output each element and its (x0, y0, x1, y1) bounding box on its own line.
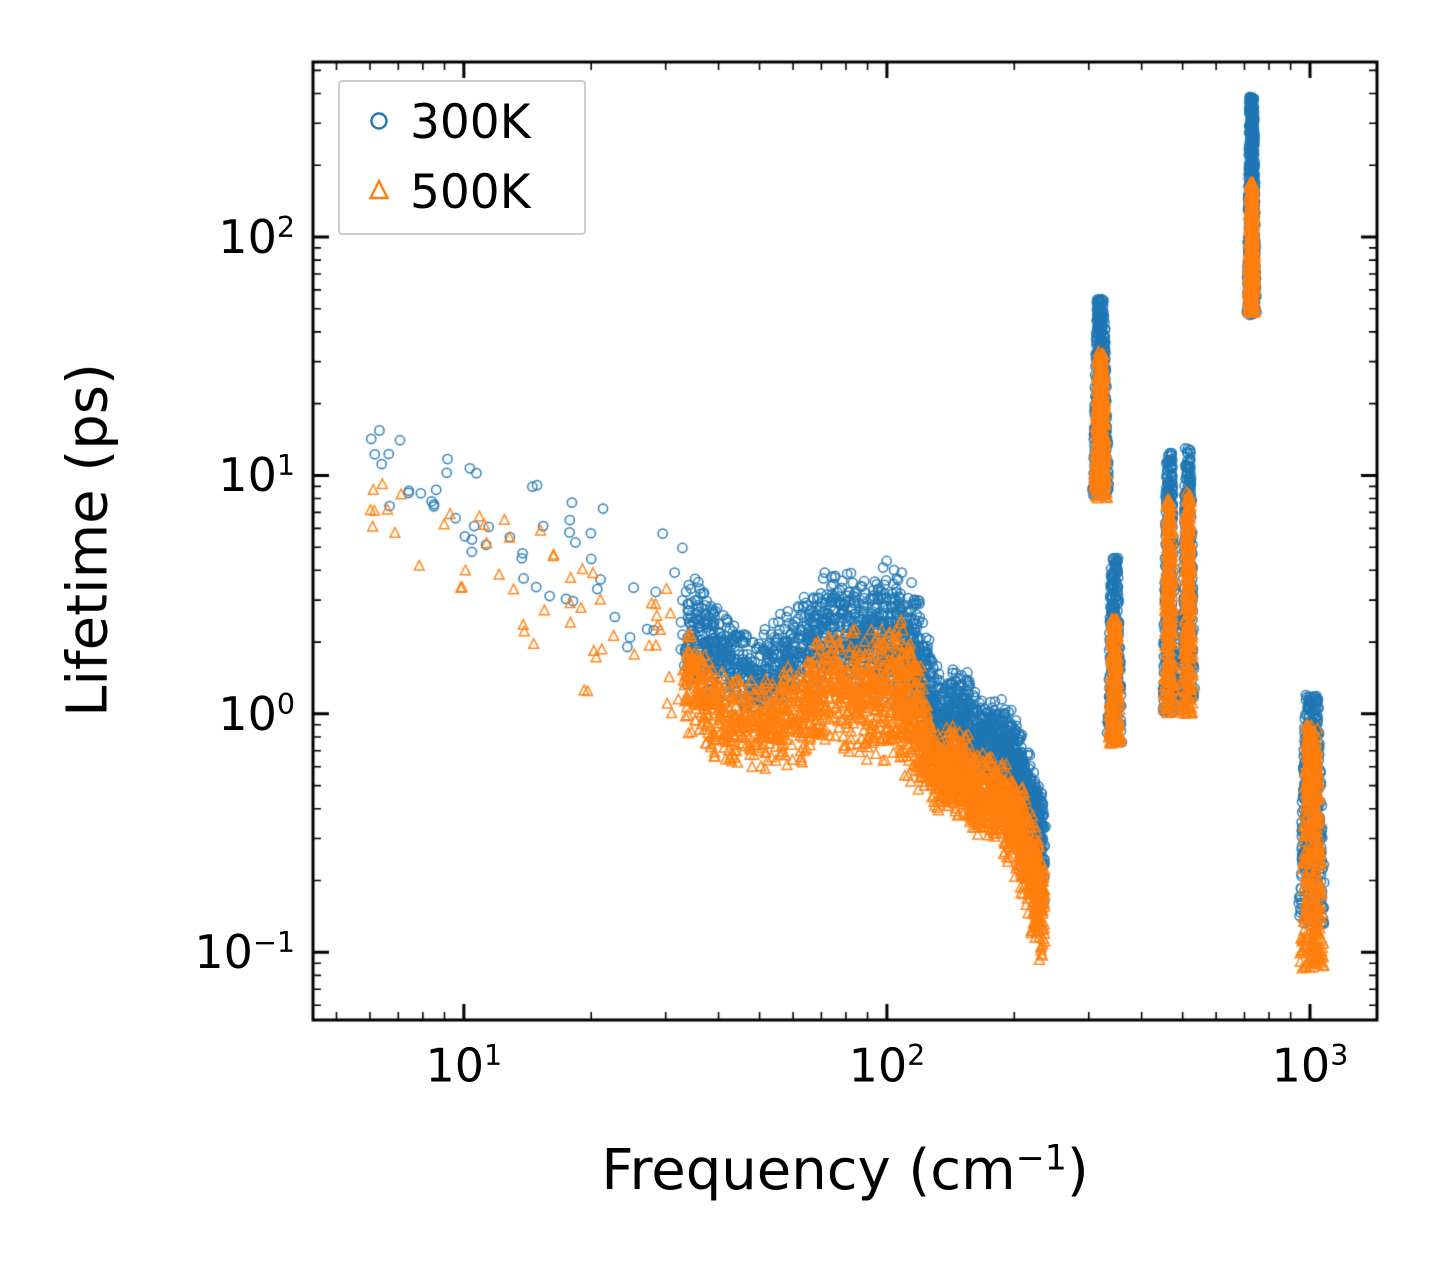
triangle-marker-icon (366, 177, 392, 207)
legend-entry-300K: 300K (340, 99, 584, 146)
y-tick-label: 100 (218, 687, 295, 742)
x-axis-label: Frequency (cm−1) (601, 1138, 1089, 1203)
y-tick-label: 102 (218, 210, 295, 265)
x-tick-label: 101 (425, 1038, 503, 1093)
legend-label-500K: 500K (410, 164, 531, 220)
x-tick-label: 102 (848, 1038, 926, 1093)
x-axis-label-exponent: −1 (1015, 1138, 1067, 1179)
legend: 300K 500K (338, 80, 586, 235)
y-axis-label: Lifetime (ps) (55, 363, 121, 717)
y-tick-label: 10−1 (194, 925, 295, 980)
x-tick-label: 103 (1271, 1038, 1349, 1093)
legend-label-300K: 300K (410, 95, 531, 151)
legend-entry-500K: 500K (340, 169, 584, 216)
circle-marker-icon (366, 108, 392, 138)
y-tick-label: 101 (218, 448, 295, 503)
